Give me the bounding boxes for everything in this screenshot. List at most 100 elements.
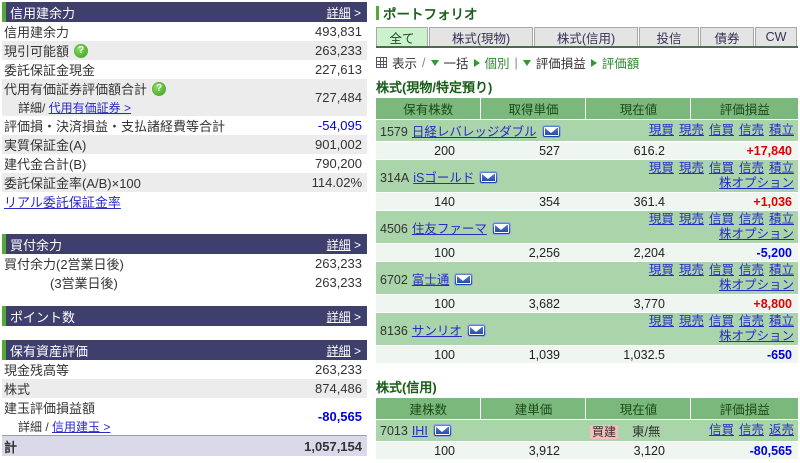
profit-loss-value: -650 — [690, 345, 798, 364]
trade-action-link[interactable]: 信売 — [738, 161, 764, 175]
detail-link-margin-capacity[interactable]: 詳細 > — [326, 5, 361, 20]
trade-action-link[interactable]: 現売 — [678, 314, 704, 328]
stock-name-link[interactable]: IHI — [411, 423, 428, 438]
help-icon[interactable]: ? — [152, 81, 167, 96]
trade-action-link[interactable]: 現買 — [648, 123, 674, 137]
row-label: 委託保証金率(A/B)×100 — [4, 176, 141, 191]
mail-alert-icon[interactable] — [479, 170, 499, 184]
sub-detail-link[interactable]: 代用有価証券 > — [48, 101, 132, 115]
mail-alert-icon[interactable] — [466, 323, 486, 337]
stock-name-link[interactable]: サンリオ — [411, 323, 462, 338]
info-row: 現金残高等 263,233 — [2, 360, 367, 379]
sub-detail-link[interactable]: 信用建玉 > — [52, 420, 111, 434]
trade-action-link[interactable]: 株オプション — [718, 278, 794, 292]
current-price-value: 616.2 — [585, 141, 691, 160]
profit-loss-value: -5,200 — [690, 243, 798, 262]
trade-action-link[interactable]: 現売 — [678, 123, 704, 137]
stock-code: 4506 — [380, 221, 408, 236]
column-header: 保有株数 — [376, 98, 482, 120]
info-row: 実質保証金(A) 901,002 — [2, 135, 367, 154]
trade-action-link[interactable]: 信買 — [708, 314, 734, 328]
value-mode-link[interactable]: 評価額 — [601, 57, 640, 71]
column-header: 取得単価 — [480, 98, 587, 120]
trade-action-link[interactable]: 信買 — [708, 123, 734, 137]
info-row: 現引可能額? 263,233 — [2, 41, 367, 60]
trade-action-link[interactable]: 積立 — [768, 314, 794, 328]
tab-bonds[interactable]: 債券 — [700, 27, 754, 46]
trade-action-link[interactable]: 積立 — [768, 161, 794, 175]
row-value: 493,831 — [315, 24, 362, 39]
trade-action-link[interactable]: 信買 — [708, 161, 734, 175]
row-value: 263,233 — [315, 43, 362, 58]
row-value: 727,484 — [315, 90, 362, 105]
tab-cw[interactable]: CW — [755, 27, 797, 46]
trade-action-link[interactable]: 信買 — [708, 212, 734, 226]
section-title: 信用建余力 — [10, 5, 76, 21]
stock-code: 1579 — [380, 125, 408, 139]
trade-action-link[interactable]: 信売 — [738, 212, 764, 226]
trade-action-link[interactable]: 信買 — [708, 263, 734, 277]
section-title: ポイント数 — [10, 309, 76, 325]
trade-action-link[interactable]: 現売 — [678, 161, 704, 175]
row-label: 建玉評価損益額 — [4, 401, 96, 416]
trade-action-link[interactable]: 現売 — [678, 212, 704, 226]
stock-name-link[interactable]: 住友ファーマ — [411, 221, 487, 236]
unit-cost-value: 354 — [480, 192, 586, 211]
profit-loss-value: +17,840 — [690, 141, 798, 160]
detail-link-asset-valuation[interactable]: 詳細 > — [326, 343, 361, 358]
stock-data-row: 200 527 616.2 +17,840 — [376, 141, 798, 160]
display-label: 表示 — [392, 57, 418, 71]
column-header: 現在値 — [585, 398, 692, 420]
stock-name-link[interactable]: 富士通 — [411, 272, 450, 287]
cash-holdings-table: 保有株数 取得単価 現在値 評価損益 1579 日経レバレッジダブル 現買 現売 信買 信売 積立 2… — [376, 98, 798, 364]
profit-loss-value: +8,800 — [690, 294, 798, 313]
trade-action-link[interactable]: 株オプション — [718, 227, 794, 241]
trade-action-link[interactable]: 株オプション — [718, 176, 794, 190]
section-asset-valuation: 保有資産評価 詳細 > 現金残高等 263,233 株式 874,486 建玉評価損益額 詳細… — [2, 340, 367, 456]
mail-alert-icon[interactable] — [491, 221, 511, 235]
stock-name-link[interactable]: iSゴールド — [413, 170, 475, 185]
trade-action-link[interactable]: 現買 — [648, 161, 674, 175]
mail-alert-icon[interactable] — [454, 272, 474, 286]
trade-action-link[interactable]: 株オプション — [718, 329, 794, 343]
trade-action-link[interactable]: 積立 — [768, 212, 794, 226]
portfolio-panel: ポートフォリオ 全て 株式(現物) 株式(信用) 投信 債券 CW 表示 / 一括 個別 … — [376, 2, 798, 463]
trade-action-link[interactable]: 返売 — [768, 423, 794, 437]
market-label: 東/無 — [631, 425, 661, 439]
info-row: 委託保証金率(A/B)×100 114.02% — [2, 173, 367, 192]
trade-action-link[interactable]: 現買 — [648, 314, 674, 328]
row-label: 実質保証金(A) — [4, 138, 87, 153]
mail-alert-icon[interactable] — [541, 125, 561, 138]
trade-action-link[interactable]: 信売 — [738, 263, 764, 277]
stock-name-link[interactable]: 日経レバレッジダブル — [411, 125, 537, 139]
detail-link-points[interactable]: 詳細 > — [326, 309, 361, 324]
trade-action-link[interactable]: 積立 — [768, 263, 794, 277]
trade-action-link[interactable]: 現買 — [648, 263, 674, 277]
help-icon[interactable]: ? — [74, 43, 89, 58]
info-row: 建玉評価損益額 詳細 / 信用建玉 > -80,565 — [2, 398, 367, 435]
trade-action-link[interactable]: 信売 — [738, 423, 764, 437]
tab-stock-margin[interactable]: 株式(信用) — [534, 27, 638, 46]
tab-funds[interactable]: 投信 — [639, 27, 699, 46]
bulk-mode-link[interactable]: 一括 — [443, 57, 469, 71]
triangle-right-icon — [590, 58, 597, 67]
pl-mode-link[interactable]: 評価損益 — [535, 57, 586, 71]
quantity-value: 140 — [376, 192, 481, 211]
detail-link-buying-power[interactable]: 詳細 > — [326, 237, 361, 252]
trade-action-link[interactable]: 信売 — [738, 123, 764, 137]
current-price-value: 361.4 — [585, 192, 691, 211]
trade-action-link[interactable]: 積立 — [768, 123, 794, 137]
mail-alert-icon[interactable] — [432, 423, 452, 437]
trade-action-link[interactable]: 信売 — [738, 314, 764, 328]
row-label: 評価損・決済損益・支払諸経費等合計 — [4, 119, 226, 134]
stock-code: 314A — [380, 170, 410, 185]
trade-action-link[interactable]: 現買 — [648, 212, 674, 226]
trade-action-link[interactable]: 現売 — [678, 263, 704, 277]
sub-prefix: 詳細 / — [18, 420, 53, 434]
section-header-buying-power: 買付余力 詳細 > — [2, 234, 367, 254]
tab-stock-cash[interactable]: 株式(現物) — [429, 27, 533, 46]
individual-mode-link[interactable]: 個別 — [484, 57, 510, 71]
trade-action-link[interactable]: 信買 — [708, 423, 734, 437]
tab-all[interactable]: 全て — [376, 27, 428, 46]
real-margin-ratio-link[interactable]: リアル委託保証金率 — [4, 195, 121, 210]
